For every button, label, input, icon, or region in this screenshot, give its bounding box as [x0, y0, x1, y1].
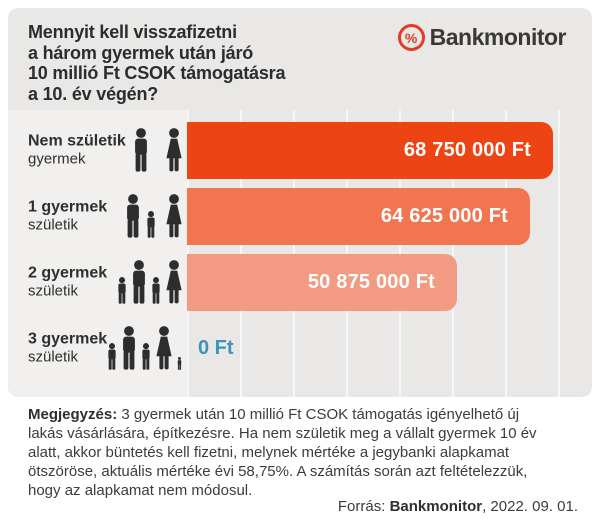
percent-logo-icon: % — [397, 24, 425, 51]
gridline — [399, 110, 401, 397]
gridline — [346, 110, 348, 397]
category-label: 1 gyermek születik — [28, 198, 107, 235]
gridline — [558, 110, 560, 397]
chart-row: 3 gyermek születik 0 Ft — [8, 320, 592, 377]
couple-icon — [96, 126, 186, 174]
gridline — [240, 110, 242, 397]
source-line: Forrás: Bankmonitor, 2022. 09. 01. — [338, 498, 578, 515]
category-column-background — [8, 110, 187, 397]
gridline — [187, 110, 189, 397]
bar: 64 625 000 Ft — [187, 188, 530, 245]
chart-panel: Mennyit kell visszafizetni a három gyerm… — [8, 8, 592, 397]
bankmonitor-logo: % Bankmonitor — [397, 24, 567, 51]
bar-value-label: 50 875 000 Ft — [307, 271, 435, 293]
chart-title: Mennyit kell visszafizetni a három gyerm… — [28, 22, 285, 104]
category-label-bold: 2 gyermek — [28, 264, 108, 282]
gridline — [505, 110, 507, 397]
title-line: 10 millió Ft CSOK támogatásra — [28, 63, 286, 84]
bar: 50 875 000 Ft — [187, 254, 457, 311]
category-label-sub: gyermek — [28, 151, 86, 169]
gridline — [452, 110, 454, 397]
category-label-bold: Nem születik — [28, 132, 126, 150]
chart-row: 2 gyermek születik 50 875 000 Ft — [8, 254, 592, 311]
title-line: a 10. év végén? — [28, 83, 159, 104]
title-line: a három gyermek után járó — [28, 42, 254, 63]
category-label: 3 gyermek születik — [28, 330, 107, 367]
category-label-sub: születik — [28, 283, 79, 301]
chart-row: 1 gyermek születik 64 625 000 Ft — [8, 188, 592, 245]
bar-value-label: 68 750 000 Ft — [403, 139, 531, 161]
family-1-child-icon — [96, 192, 186, 240]
bar-value-label: 64 625 000 Ft — [380, 205, 508, 227]
category-label: 2 gyermek születik — [28, 264, 107, 301]
note-text: 3 gyermek után 10 millió Ft CSOK támogat… — [28, 406, 537, 499]
chart-row: Nem születik gyermek 68 750 000 Ft — [8, 122, 592, 179]
zero-value-label: 0 Ft — [198, 337, 234, 359]
bar: 68 750 000 Ft — [187, 122, 553, 179]
footer: Megjegyzés: 3 gyermek után 10 millió Ft … — [0, 397, 600, 531]
family-2-children-icon — [96, 258, 186, 306]
note: Megjegyzés: 3 gyermek után 10 millió Ft … — [28, 406, 555, 500]
category-label-bold: 1 gyermek — [28, 198, 108, 216]
source-prefix: Forrás: — [337, 498, 386, 515]
category-label-sub: születik — [28, 217, 79, 235]
gridline — [293, 110, 295, 397]
source-brand: Bankmonitor — [389, 498, 483, 515]
category-label: Nem születik gyermek — [28, 132, 126, 169]
note-label: Megjegyzés: — [28, 406, 118, 423]
category-label-sub: születik — [28, 349, 79, 367]
title-line: Mennyit kell visszafizetni — [28, 22, 237, 42]
source-date: , 2022. 09. 01. — [482, 498, 578, 515]
category-label-bold: 3 gyermek — [28, 330, 108, 348]
family-3-children-icon — [96, 324, 186, 372]
brand-name: Bankmonitor — [429, 24, 567, 50]
